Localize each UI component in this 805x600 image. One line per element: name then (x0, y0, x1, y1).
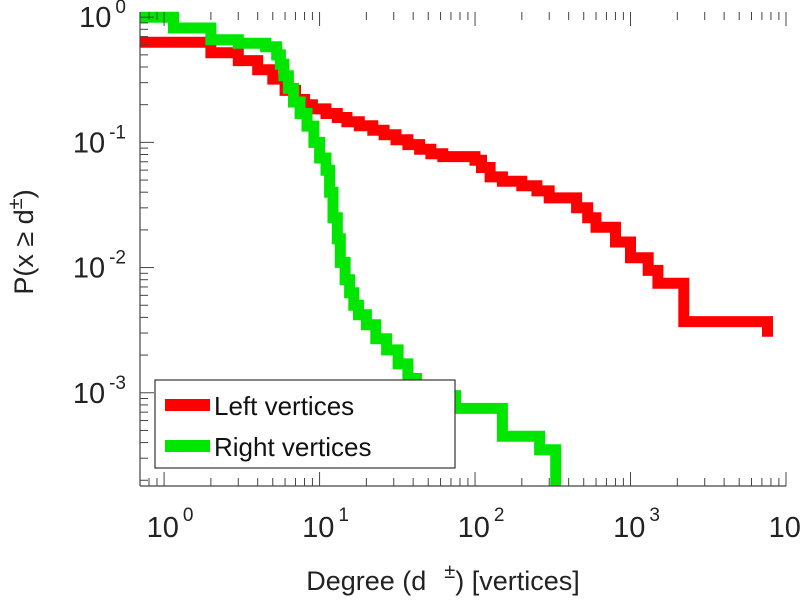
x-tick-label: 10 2 (458, 505, 505, 544)
x-axis-label: Degree (d ±) [vertices] (306, 561, 580, 596)
x-tick-label: 10 1 (302, 505, 349, 544)
y-axis-label-sup: ± (5, 198, 27, 209)
y-axis-label-end: ) (9, 189, 39, 198)
legend-label-left: Left vertices (214, 391, 354, 421)
series-line-left-vertices (140, 36, 773, 337)
y-axis-label-start: P(x ≥ d (9, 209, 39, 294)
x-axis-label-sup: ± (444, 561, 455, 583)
series-line-right-vertices (140, 11, 562, 486)
legend-box (154, 379, 456, 469)
y-tick-label: 10 -2 (73, 248, 126, 285)
y-tick-label: 10 -3 (73, 373, 126, 410)
x-tick-label: 104 (769, 505, 805, 544)
ticks-layer (139, 12, 787, 486)
x-axis-label-start: Degree (d (306, 566, 426, 596)
plot-area (139, 11, 787, 487)
x-axis-label-end: ) [vertices] (455, 566, 580, 596)
x-tick-label: 10 0 (147, 505, 194, 544)
legend-label-right: Right vertices (214, 432, 372, 462)
x-tick-label: 10 3 (613, 505, 660, 544)
y-tick-label: 10 0 (79, 0, 126, 34)
series-layer (140, 11, 773, 486)
y-tick-label: 10 -1 (73, 122, 126, 159)
y-axis-label: P(x ≥ d±) (5, 189, 39, 294)
tick-labels: 100 101 102 103 104 100 10-1 10-2 10-3 (73, 0, 805, 544)
legend: Left vertices Right vertices (154, 379, 456, 469)
